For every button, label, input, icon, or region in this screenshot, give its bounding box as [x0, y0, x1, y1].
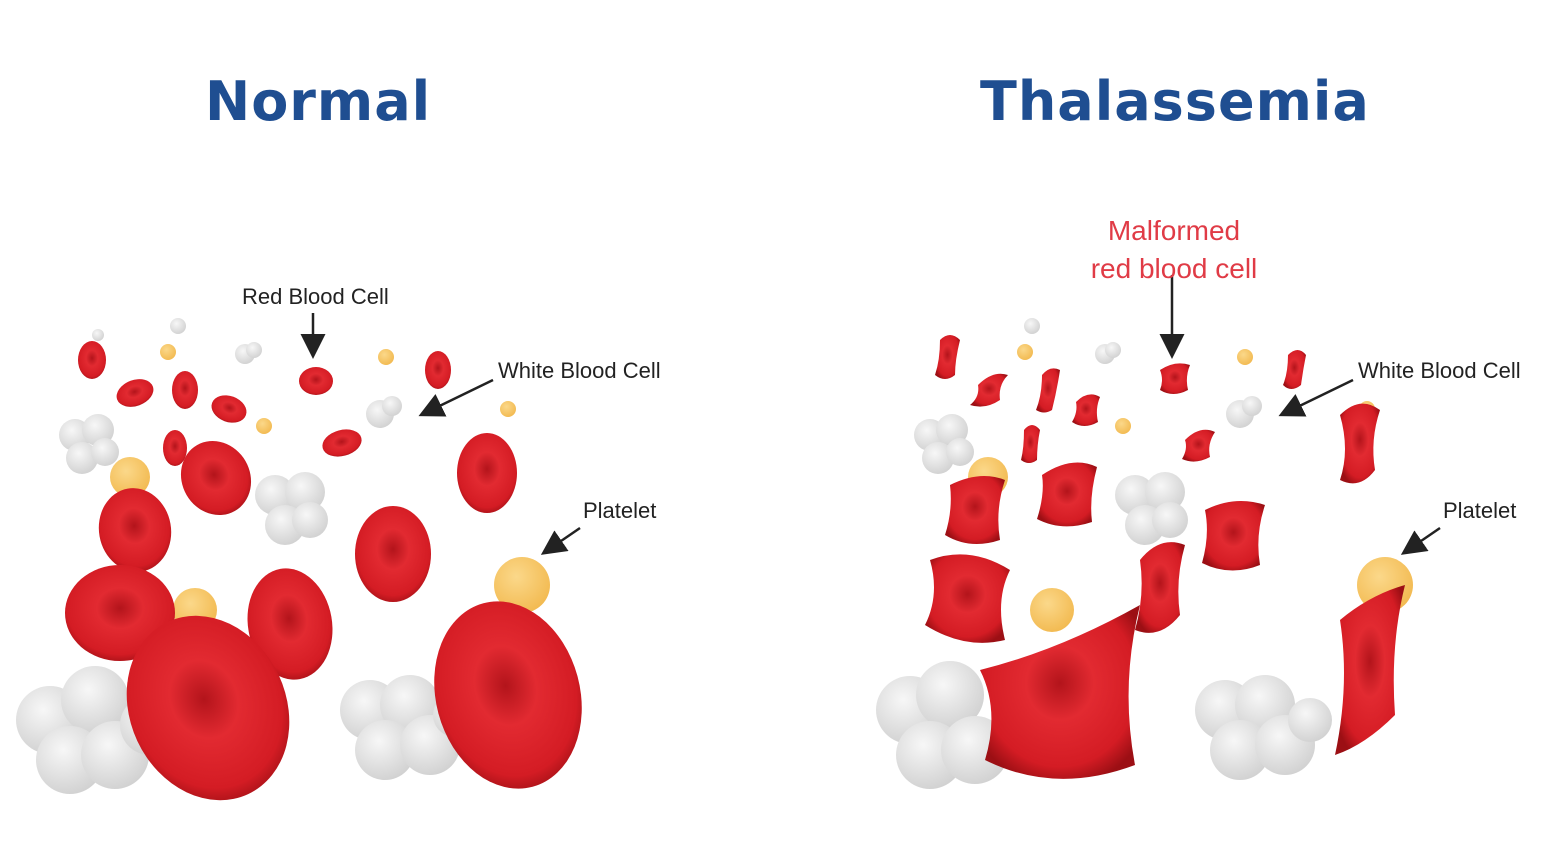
- normal-panel: Red Blood Cell White Blood Cell Platelet: [0, 180, 770, 860]
- label-malformed-line2: red blood cell: [1090, 253, 1258, 284]
- malformed-red-blood-cells: [925, 335, 1405, 779]
- title-normal: Normal: [205, 70, 432, 133]
- arrow-platelet: [540, 526, 581, 555]
- label-white-blood-cell: White Blood Cell: [1358, 358, 1521, 383]
- wbc-cluster-left: [59, 414, 119, 474]
- label-platelet: Platelet: [1443, 498, 1517, 523]
- thalassemia-panel: Malformed red blood cell White Blood Cel…: [780, 180, 1551, 860]
- wbc-cluster-small-1: [92, 318, 402, 428]
- label-red-blood-cell: Red Blood Cell: [242, 284, 389, 309]
- thalassemia-illustration: [876, 275, 1441, 789]
- arrow-wbc: [418, 378, 494, 417]
- wbc-cluster-mid: [255, 472, 328, 545]
- title-thalassemia: Thalassemia: [980, 70, 1370, 133]
- label-white-blood-cell: White Blood Cell: [498, 358, 661, 383]
- platelets: [968, 344, 1413, 632]
- normal-illustration: [16, 313, 582, 801]
- wbc-cluster-small-2: [1024, 318, 1262, 428]
- label-platelet: Platelet: [583, 498, 657, 523]
- wbc-cluster-bottom-mid: [1195, 675, 1332, 780]
- label-malformed-line1: Malformed: [1107, 215, 1241, 246]
- wbc-cluster-mid: [1115, 472, 1188, 545]
- label-malformed-rbc: Malformed red blood cell: [1064, 212, 1284, 288]
- arrow-wbc: [1278, 378, 1354, 417]
- red-blood-cells: [65, 341, 582, 801]
- arrow-platelet: [1400, 526, 1441, 555]
- wbc-cluster-left: [914, 414, 974, 474]
